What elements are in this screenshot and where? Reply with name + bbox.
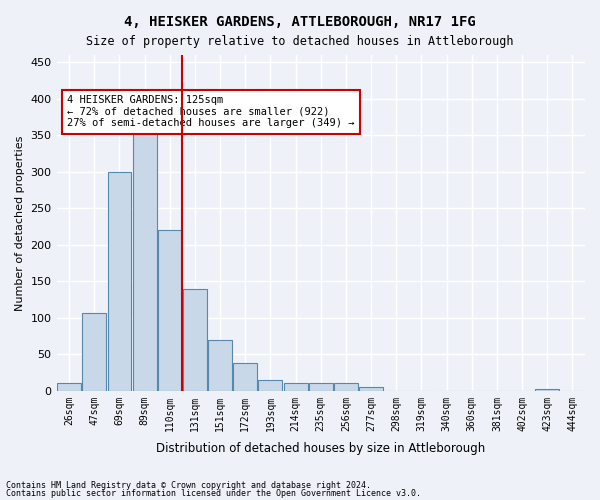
Bar (133, 124, 157, 391)
Bar (535, 388, 559, 391)
Text: Contains HM Land Registry data © Crown copyright and database right 2024.: Contains HM Land Registry data © Crown c… (6, 481, 371, 490)
Bar (259, 380, 283, 391)
Bar (82, 312, 106, 391)
Bar (359, 387, 383, 391)
Bar (183, 288, 207, 391)
Bar (158, 230, 182, 391)
Bar (107, 172, 131, 391)
Bar (284, 384, 308, 391)
Bar (57, 384, 81, 391)
Y-axis label: Number of detached properties: Number of detached properties (15, 135, 25, 310)
Bar (233, 363, 257, 391)
Text: Contains public sector information licensed under the Open Government Licence v3: Contains public sector information licen… (6, 488, 421, 498)
X-axis label: Distribution of detached houses by size in Attleborough: Distribution of detached houses by size … (156, 442, 485, 455)
Bar (334, 384, 358, 391)
Bar (309, 384, 333, 391)
Text: 4, HEISKER GARDENS, ATTLEBOROUGH, NR17 1FG: 4, HEISKER GARDENS, ATTLEBOROUGH, NR17 1… (124, 15, 476, 29)
Text: Size of property relative to detached houses in Attleborough: Size of property relative to detached ho… (86, 35, 514, 48)
Text: 4 HEISKER GARDENS: 125sqm
← 72% of detached houses are smaller (922)
27% of semi: 4 HEISKER GARDENS: 125sqm ← 72% of detac… (67, 96, 355, 128)
Bar (208, 340, 232, 391)
